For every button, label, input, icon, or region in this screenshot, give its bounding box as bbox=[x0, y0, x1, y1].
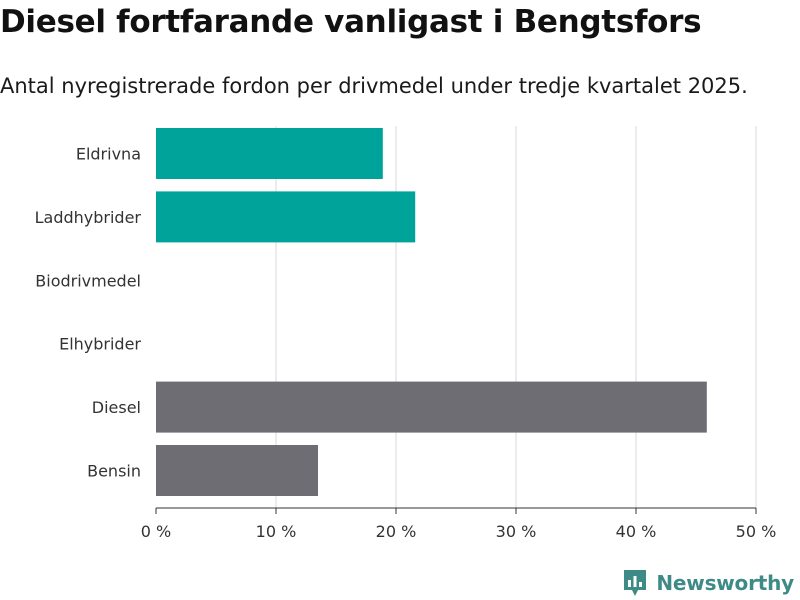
chart-title: Diesel fortfarande vanligast i Bengtsfor… bbox=[0, 4, 702, 40]
category-label-bensin: Bensin bbox=[87, 462, 141, 481]
chart-subtitle: Antal nyregistrerade fordon per drivmede… bbox=[0, 74, 748, 98]
x-axis: 0 % 10 % 20 % 30 % 40 % 50 % bbox=[141, 507, 777, 541]
bar-bensin bbox=[156, 445, 318, 496]
x-tick-label: 20 % bbox=[376, 522, 417, 541]
brand-logo: Newsworthy bbox=[622, 568, 794, 598]
category-label-eldrivna: Eldrivna bbox=[76, 145, 141, 164]
x-tick-label: 30 % bbox=[496, 522, 537, 541]
gridlines bbox=[275, 126, 757, 508]
category-label-diesel: Diesel bbox=[92, 398, 141, 417]
bars bbox=[156, 128, 707, 496]
x-tick-label: 10 % bbox=[256, 522, 297, 541]
bar-diesel bbox=[156, 381, 707, 433]
x-tick-label: 40 % bbox=[616, 522, 657, 541]
category-label-elhybrider: Elhybrider bbox=[59, 335, 141, 354]
category-label-biodrivmedel: Biodrivmedel bbox=[35, 271, 141, 290]
brand-name: Newsworthy bbox=[656, 571, 794, 595]
x-tick-label: 0 % bbox=[141, 522, 171, 541]
x-tick-label: 50 % bbox=[736, 522, 777, 541]
category-label-laddhybrider: Laddhybrider bbox=[35, 208, 142, 227]
bar-laddhybrider bbox=[156, 191, 416, 243]
bar-eldrivna bbox=[156, 128, 383, 179]
category-labels: Eldrivna Laddhybrider Biodrivmedel Elhybrid… bbox=[35, 145, 142, 481]
newsworthy-logo-icon bbox=[624, 570, 647, 596]
